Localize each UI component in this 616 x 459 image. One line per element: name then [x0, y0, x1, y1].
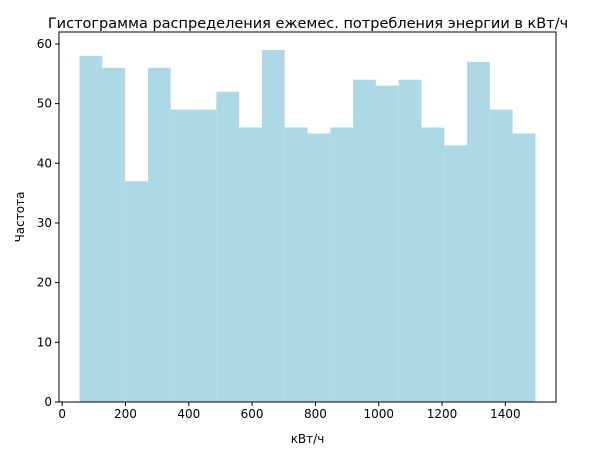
histogram-bar — [193, 109, 217, 403]
histogram-bar — [284, 127, 308, 402]
histogram-bar — [353, 79, 376, 402]
histogram-bar — [398, 79, 422, 402]
histogram-bar — [79, 55, 103, 402]
x-tick-label: 400 — [177, 407, 200, 421]
histogram-bar — [239, 127, 262, 402]
histogram-bar — [444, 145, 468, 403]
x-axis-label: кВт/ч — [291, 432, 325, 446]
histogram-bar — [375, 85, 399, 402]
y-tick-label: 20 — [37, 276, 52, 290]
x-tick-label: 800 — [304, 407, 327, 421]
y-tick-label: 40 — [37, 156, 52, 170]
histogram-bar — [216, 91, 240, 402]
plot-frame — [58, 31, 557, 403]
y-tick-label: 0 — [44, 395, 52, 409]
y-tick-label: 10 — [37, 335, 52, 349]
x-tick-label: 1200 — [427, 407, 458, 421]
histogram-bar — [330, 127, 354, 402]
histogram-bar — [467, 61, 490, 402]
x-axis-ticks: 0 200 400 600 800 1000 1200 1400 — [58, 402, 521, 421]
x-tick-label: 200 — [114, 407, 137, 421]
histogram-bar — [512, 133, 536, 403]
x-tick-label: 1000 — [363, 407, 394, 421]
bars-group — [79, 49, 536, 403]
histogram-bar — [489, 109, 513, 403]
histogram-bar — [261, 49, 285, 402]
x-tick-label: 600 — [241, 407, 264, 421]
histogram-bar — [102, 67, 126, 402]
y-tick-label: 30 — [37, 216, 52, 230]
histogram-bar — [147, 67, 171, 402]
x-tick-label: 1400 — [490, 407, 521, 421]
histogram-bar — [125, 181, 148, 402]
y-axis-ticks: 0 10 20 30 40 50 60 — [37, 37, 59, 409]
histogram-bar — [170, 109, 194, 403]
y-tick-label: 60 — [37, 37, 52, 51]
chart-title: Гистограмма распределения ежемес. потреб… — [48, 16, 568, 32]
x-tick-label: 0 — [58, 407, 66, 421]
histogram-bar — [421, 127, 445, 402]
y-tick-label: 50 — [37, 97, 52, 111]
histogram-bar — [307, 133, 331, 403]
y-axis-label: Частота — [13, 192, 27, 243]
